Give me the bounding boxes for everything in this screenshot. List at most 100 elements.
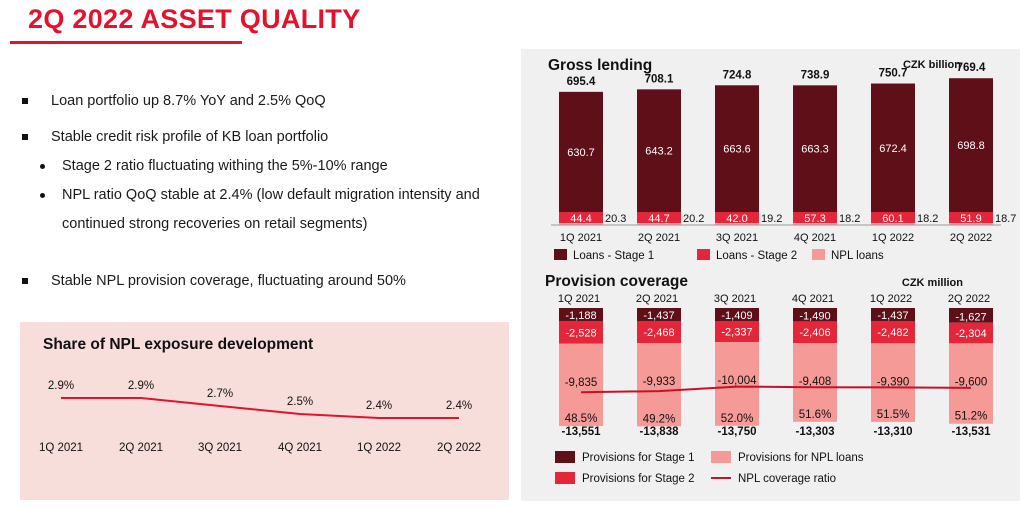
provision-x-tick-label: 1Q 2021: [558, 293, 600, 305]
coverage-ratio-label: 52.0%: [721, 413, 754, 425]
bar-provisions-stage2: [871, 321, 915, 344]
coverage-ratio-label: 51.6%: [799, 409, 832, 421]
provision-stage2-label: -2,304: [955, 328, 986, 340]
stage1-value-label: 672.4: [879, 143, 907, 155]
title-underline: [10, 41, 242, 44]
bar-loans-stage1: [637, 89, 681, 212]
npl-value-label: 18.2: [917, 213, 938, 225]
provision-stage2-label: -2,482: [877, 327, 908, 339]
coverage-ratio-label: 48.5%: [565, 413, 598, 425]
npl-coverage-ratio-line: [580, 385, 972, 394]
bar-npl-loans: [949, 223, 993, 225]
bar-loans-stage1: [559, 91, 603, 212]
legend-label: Provisions for NPL loans: [738, 452, 864, 464]
provision-npl-label: -9,390: [877, 376, 910, 388]
gross-lending-total-label: 750.7: [879, 68, 908, 80]
gross-lending-x-tick-label: 2Q 2022: [950, 232, 992, 244]
gross-lending-total-label: 708.1: [645, 73, 674, 85]
bullet-dot-icon: [40, 193, 45, 198]
bar-provisions-npl: [949, 343, 993, 424]
provision-stage1-label: -1,409: [721, 310, 752, 322]
bar-loans-stage1: [715, 85, 759, 212]
provision-stage2-label: -2,468: [643, 327, 674, 339]
npl-share-line: [61, 397, 459, 419]
npl-value-label: 20.2: [683, 213, 704, 225]
coverage-ratio-label: 51.2%: [955, 411, 988, 423]
bar-provisions-stage1: [637, 308, 681, 321]
provision-stage1-label: -1,627: [955, 312, 986, 324]
bullet-text: Loan portfolio up 8.7% YoY and 2.5% QoQ: [51, 93, 326, 109]
npl-value-label: 18.7: [995, 213, 1016, 225]
gross-lending-x-tick-label: 3Q 2021: [716, 232, 758, 244]
coverage-ratio-label: 51.5%: [877, 409, 910, 421]
legend-swatch: [697, 249, 710, 260]
bar-loans-stage1: [793, 85, 837, 212]
stage1-value-label: 643.2: [645, 146, 673, 158]
bar-npl-loans: [637, 223, 681, 225]
bar-provisions-npl: [637, 343, 681, 427]
bar-npl-loans: [715, 223, 759, 225]
bar-provisions-stage2: [793, 321, 837, 344]
coverage-ratio-label: 49.2%: [643, 413, 676, 425]
bar-provisions-stage2: [559, 321, 603, 344]
legend-label: NPL coverage ratio: [738, 473, 836, 485]
gross-lending-provision-chart: Gross lending CZK billion 695.4 630.7 44.4 20…: [545, 57, 1016, 485]
sub-bullet-text: Stage 2 ratio fluctuating withing the 5%…: [62, 158, 388, 174]
legend-label: Loans - Stage 2: [716, 250, 797, 262]
stage2-value-label: 42.0: [726, 213, 747, 225]
npl-x-tick-label: 2Q 2022: [437, 442, 481, 454]
bar-loans-stage2: [637, 212, 681, 223]
npl-x-tick-label: 4Q 2021: [278, 442, 322, 454]
stage2-value-label: 44.4: [570, 213, 591, 225]
stage2-value-label: 51.9: [960, 213, 981, 225]
npl-value-label: 18.2: [839, 213, 860, 225]
gross-lending-x-tick-label: 2Q 2021: [638, 232, 680, 244]
npl-share-chart: Share of NPL exposure development 2.9% 2.9…: [39, 336, 481, 454]
bar-provisions-stage2: [949, 322, 993, 344]
provision-x-tick-label: 3Q 2021: [714, 293, 756, 305]
npl-chart-title: Share of NPL exposure development: [43, 336, 313, 353]
bar-npl-loans: [793, 223, 837, 225]
legend-label: NPL loans: [831, 250, 884, 262]
provision-total-label: -13,838: [639, 426, 679, 438]
provision-stage2-label: -2,528: [565, 327, 596, 339]
stage1-value-label: 698.8: [957, 140, 985, 152]
npl-x-tick-label: 1Q 2021: [39, 442, 83, 454]
provision-total-label: -13,531: [951, 426, 991, 438]
bullet-square-icon: [22, 98, 28, 104]
provision-total-label: -13,303: [795, 426, 834, 438]
provision-npl-label: -9,835: [565, 377, 598, 389]
provision-npl-label: -9,933: [643, 376, 676, 388]
stage2-value-label: 44.7: [648, 213, 669, 225]
provision-total-label: -13,750: [717, 426, 756, 438]
legend-label: Provisions for Stage 2: [582, 473, 695, 485]
provision-npl-label: -10,004: [717, 375, 757, 387]
bar-provisions-npl: [559, 343, 603, 427]
legend-label: Provisions for Stage 1: [582, 452, 695, 464]
bar-loans-stage2: [793, 212, 837, 223]
provision-x-tick-label: 1Q 2022: [870, 293, 912, 305]
stage1-value-label: 663.3: [801, 144, 829, 156]
legend-swatch: [554, 249, 567, 260]
bullet-square-icon: [22, 134, 28, 140]
legend-label: Loans - Stage 1: [573, 250, 654, 262]
npl-share-value-label: 2.5%: [287, 396, 313, 408]
provision-x-tick-label: 4Q 2021: [792, 293, 834, 305]
provision-total-label: -13,310: [873, 426, 912, 438]
bar-npl-loans: [559, 223, 603, 225]
bullet-square-icon: [22, 278, 28, 284]
bar-loans-stage2: [715, 212, 759, 223]
provision-stage1-label: -1,437: [877, 310, 908, 322]
legend-swatch: [812, 249, 825, 260]
gross-lending-x-tick-label: 1Q 2021: [560, 232, 602, 244]
npl-share-value-label: 2.4%: [446, 400, 472, 412]
page-title: 2Q 2022 ASSET QUALITY: [28, 4, 361, 34]
bar-provisions-npl: [793, 343, 837, 422]
provision-x-tick-label: 2Q 2021: [636, 293, 678, 305]
bar-provisions-npl: [715, 342, 759, 426]
bar-provisions-stage1: [793, 308, 837, 322]
provision-x-tick-label: 2Q 2022: [948, 293, 990, 305]
npl-share-panel: Share of NPL exposure development 2.9% 2.9…: [20, 322, 509, 500]
npl-value-label: 20.3: [605, 213, 626, 225]
bar-provisions-stage1: [559, 308, 603, 321]
